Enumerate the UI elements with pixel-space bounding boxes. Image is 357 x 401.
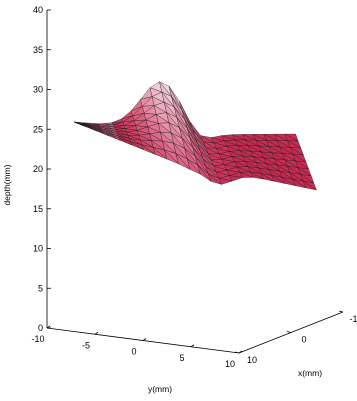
surface-facet (229, 175, 243, 182)
surface-facet (260, 173, 275, 182)
surface-facet (141, 144, 156, 155)
x-tick-mark (234, 351, 240, 354)
y-tick-mark (94, 331, 99, 335)
surface-facet (118, 137, 133, 146)
surface-facet (175, 153, 191, 170)
x-tick-mark (286, 331, 292, 333)
y-ticks: -10 -5 0 5 10 (31, 325, 243, 369)
y-tick-mark (238, 350, 243, 354)
surface-facet (250, 171, 264, 180)
surface-facet (208, 173, 222, 185)
surface-facet (218, 178, 233, 185)
surface-facet (96, 129, 109, 137)
surface-facet (84, 125, 98, 132)
surface-facet (271, 174, 285, 184)
y-axis-label: y(mm) (148, 384, 172, 394)
surface-facet (164, 149, 179, 164)
x-tick-label: -10 (349, 314, 357, 324)
z-tick-label: 35 (33, 45, 43, 55)
z-tick-label: 30 (33, 85, 43, 95)
z-tick-label: 15 (33, 204, 43, 214)
surface-facet (152, 146, 167, 160)
surface-facet (292, 178, 307, 188)
z-tick-label: 10 (33, 244, 43, 254)
y-tick-label: 10 (225, 359, 235, 369)
surface-facet (107, 133, 121, 141)
y-tick-label: 5 (179, 353, 184, 363)
y-tick-mark (142, 338, 147, 341)
y-tick-mark (46, 325, 51, 329)
surface-facet (73, 121, 86, 127)
z-tick-label: 0 (38, 323, 43, 333)
x-tick-mark (338, 310, 344, 313)
z-tick-label: 25 (33, 124, 43, 134)
surface-facet (130, 141, 144, 150)
x-ticks: 10 0 -10 (234, 310, 357, 365)
z-tick-label: 40 (33, 5, 43, 15)
x-tick-label: 0 (301, 335, 306, 345)
x-axis-label: x(mm) (298, 368, 322, 378)
z-tick-label: 20 (33, 164, 43, 174)
y-tick-label: -10 (31, 334, 44, 344)
surface-facet (302, 180, 317, 191)
y-tick-label: 0 (131, 347, 136, 357)
surface-facet (197, 164, 212, 182)
y-tick-label: -5 (82, 340, 90, 350)
z-tick-label: 5 (38, 283, 43, 293)
y-tick-mark (190, 344, 195, 348)
z-ticks: 0 5 10 15 20 25 30 35 40 (33, 5, 51, 333)
surface-facet (187, 158, 201, 175)
surface-facet (281, 176, 296, 186)
x-tick-label: 10 (247, 355, 257, 365)
surface-facet (239, 171, 254, 178)
surface-mesh (73, 81, 317, 191)
z-axis-label: depth(mm) (2, 164, 12, 205)
